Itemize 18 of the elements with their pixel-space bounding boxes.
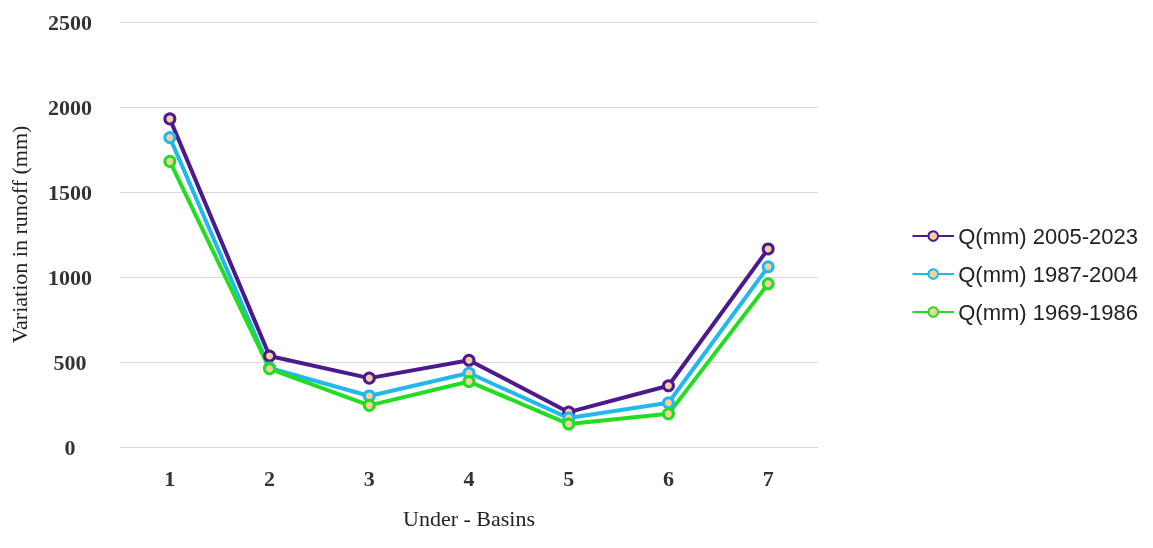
- legend-label: Q(mm) 1987-2004: [958, 261, 1139, 287]
- x-tick-label: 3: [363, 465, 375, 491]
- y-tick-label: 1000: [48, 264, 92, 290]
- x-tick-label: 2: [264, 465, 276, 491]
- x-axis-title: Under - Basins: [403, 505, 535, 531]
- x-tick-label: 7: [762, 465, 774, 491]
- y-tick-label: 2000: [48, 94, 92, 120]
- legend-label: Q(mm) 1969-1986: [958, 299, 1139, 325]
- y-tick-label: 500: [53, 349, 87, 375]
- x-tick-label: 4: [463, 465, 475, 491]
- y-tick-label: 1500: [48, 179, 92, 205]
- legend-label: Q(mm) 2005-2023: [958, 223, 1139, 249]
- x-tick-label: 5: [563, 465, 575, 491]
- y-axis-title: Variation in runoff (mm): [6, 125, 32, 344]
- x-tick-label: 6: [662, 465, 674, 491]
- y-tick-label: 0: [64, 434, 76, 460]
- x-tick-label: 1: [164, 465, 176, 491]
- y-tick-label: 2500: [48, 9, 92, 35]
